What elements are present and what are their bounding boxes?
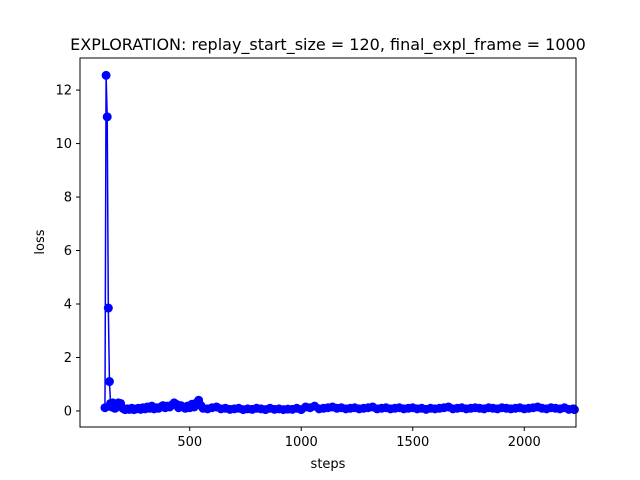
y-tick-label: 12 bbox=[55, 84, 72, 99]
y-tick-label: 8 bbox=[64, 191, 72, 206]
data-point bbox=[103, 303, 113, 313]
x-tick-label: 1500 bbox=[396, 435, 429, 450]
x-tick-label: 1000 bbox=[285, 435, 318, 450]
data-point bbox=[569, 405, 579, 415]
data-point bbox=[101, 70, 111, 80]
plot-area bbox=[100, 70, 579, 415]
y-axis: 0 2 4 6 8 10 12 bbox=[55, 84, 80, 419]
y-tick-label: 4 bbox=[64, 298, 72, 313]
data-point bbox=[102, 112, 112, 122]
x-axis: 500 1000 1500 2000 bbox=[177, 427, 541, 450]
x-tick-label: 2000 bbox=[508, 435, 541, 450]
chart-title: EXPLORATION: replay_start_size = 120, fi… bbox=[70, 35, 586, 55]
y-tick-label: 6 bbox=[64, 244, 72, 259]
plot-frame bbox=[79, 57, 577, 428]
x-tick-label: 500 bbox=[177, 435, 202, 450]
data-point bbox=[104, 377, 114, 387]
y-axis-label: loss bbox=[33, 229, 48, 254]
y-tick-label: 10 bbox=[55, 137, 72, 152]
y-tick-label: 2 bbox=[64, 351, 72, 366]
x-axis-label: steps bbox=[311, 457, 346, 472]
y-tick-label: 0 bbox=[64, 404, 72, 419]
